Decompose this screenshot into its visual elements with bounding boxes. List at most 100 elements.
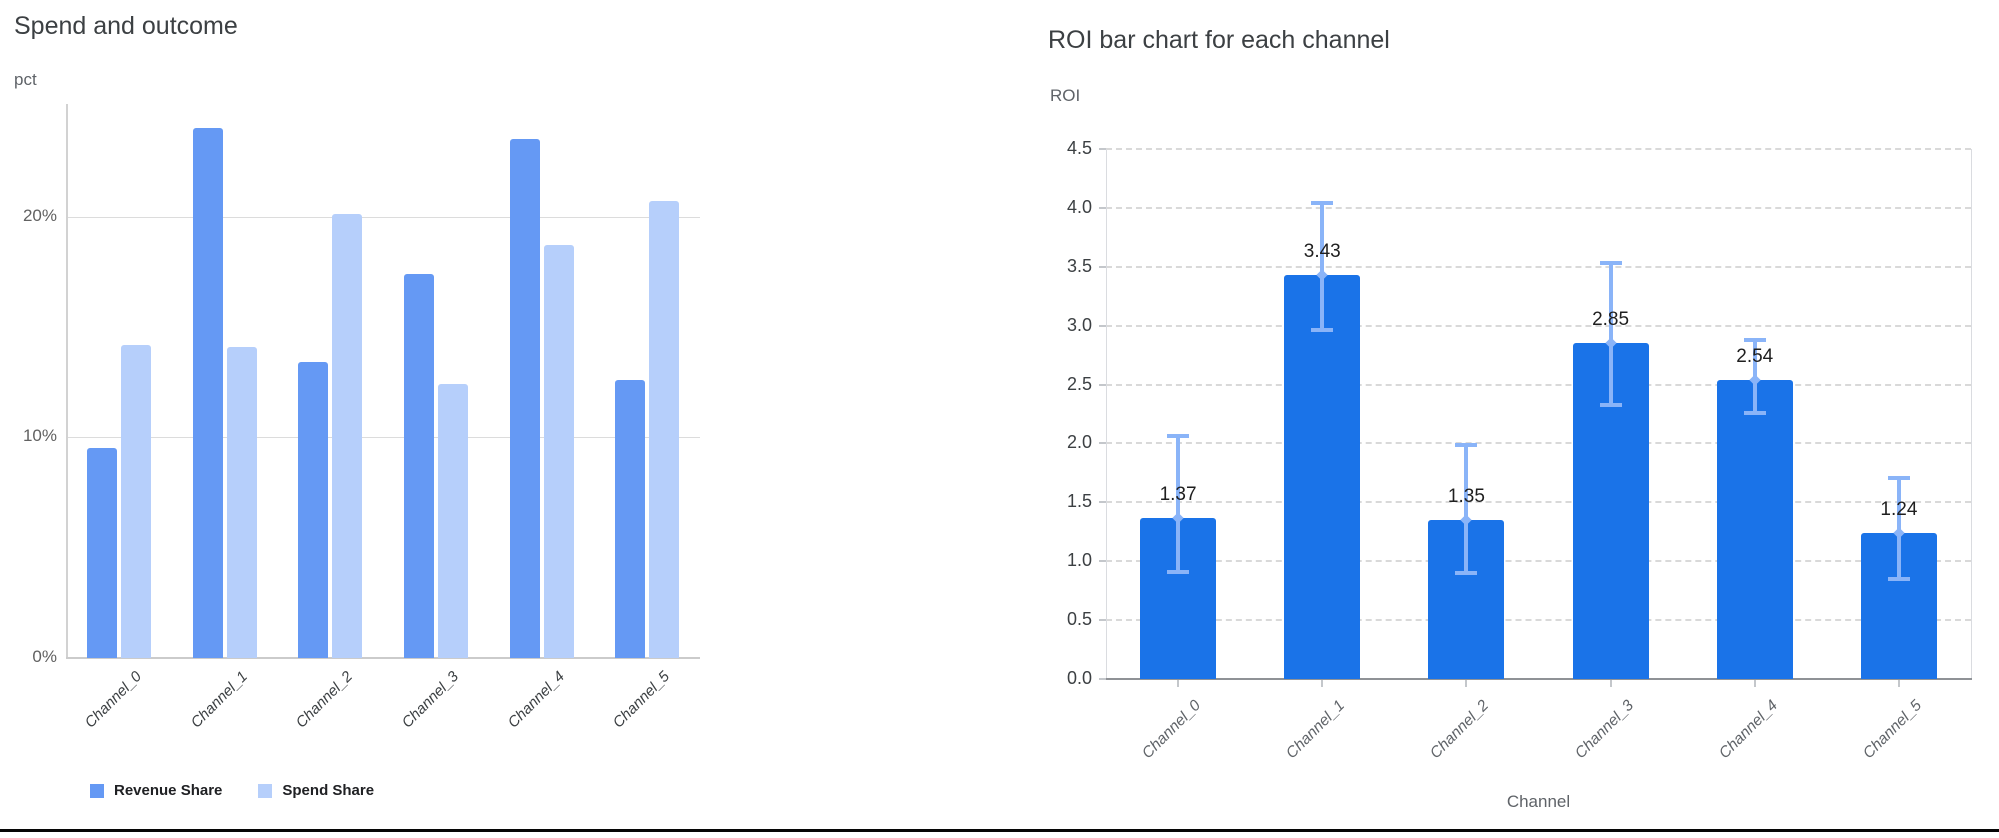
roi-bar[interactable] (1716, 379, 1793, 679)
error-whisker-cap-top (1887, 475, 1910, 480)
bar-value-label: 2.54 (1736, 345, 1774, 367)
error-whisker-line (1320, 203, 1325, 331)
axis-tick (1099, 383, 1106, 386)
axis-tick (1465, 680, 1468, 687)
legend: Revenue Share Spend Share (90, 782, 374, 799)
y-tick-label: 3.0 (1066, 314, 1092, 335)
axis-tick (1099, 324, 1106, 327)
bar-revenue-share[interactable] (298, 362, 329, 658)
y-tick-label: 3.5 (1066, 255, 1092, 276)
error-whisker-cap-top (1743, 337, 1766, 342)
error-whisker-cap-bottom (1887, 576, 1910, 581)
axis-tick (1099, 501, 1106, 504)
bar-value-label: 1.24 (1880, 498, 1918, 520)
y-axis-line (1106, 149, 1107, 679)
y-axis-line (66, 104, 68, 658)
axis-tick (1753, 680, 1756, 687)
grid-line (1106, 501, 1971, 504)
bar-spend-share[interactable] (120, 344, 151, 658)
error-whisker-cap-bottom (1167, 569, 1190, 574)
y-tick-label: 0% (32, 647, 57, 666)
x-axis-line (1106, 678, 1972, 680)
error-whisker-cap-top (1455, 442, 1478, 447)
x-tick-label: Channel_1 (1283, 697, 1349, 763)
axis-tick (1099, 148, 1106, 150)
x-tick-label: Channel_4 (1715, 697, 1781, 763)
y-tick-label: 4.5 (1066, 138, 1092, 158)
roi-bar[interactable] (1284, 275, 1361, 679)
x-tick-label: Channel_5 (1859, 697, 1925, 763)
x-tick-label: Channel_0 (1139, 697, 1205, 763)
y-tick-label: 1.0 (1066, 550, 1092, 571)
bar-value-label: 2.85 (1592, 309, 1630, 331)
axis-tick (1099, 442, 1106, 445)
chart-title: Spend and outcome (14, 12, 238, 40)
y-tick-label: 20% (22, 205, 57, 225)
x-axis-line (66, 657, 700, 659)
y-tick-label: 1.5 (1066, 491, 1092, 512)
axis-tick (1099, 619, 1106, 622)
grid-line (66, 437, 700, 439)
bar-spend-share[interactable] (543, 245, 574, 658)
x-tick-label: Channel_2 (1427, 697, 1493, 763)
legend-item-spend-share[interactable]: Spend Share (258, 782, 374, 799)
error-whisker-cap-top (1311, 201, 1334, 206)
bar-revenue-share[interactable] (86, 448, 117, 658)
chart-title: ROI bar chart for each channel (1048, 26, 1390, 54)
bar-revenue-share[interactable] (509, 139, 540, 658)
error-whisker-cap-top (1167, 434, 1190, 439)
legend-item-revenue-share[interactable]: Revenue Share (90, 782, 222, 799)
plot-right-border (1971, 149, 1972, 679)
grid-line (1106, 206, 1971, 209)
bar-revenue-share[interactable] (615, 379, 646, 658)
grid-line (1106, 442, 1971, 445)
grid-line (1106, 619, 1971, 622)
grid-line (1106, 265, 1971, 268)
y-tick-label: 2.5 (1066, 373, 1092, 394)
bar-spend-share[interactable] (332, 214, 363, 658)
bar-spend-share[interactable] (226, 346, 257, 658)
axis-tick (1099, 678, 1106, 680)
y-tick-label: 2.0 (1066, 432, 1092, 453)
error-whisker-line (1608, 263, 1613, 405)
error-whisker-cap-top (1599, 261, 1622, 266)
legend-label: Spend Share (282, 782, 375, 799)
grid-line (1106, 560, 1971, 563)
grid-line (1106, 148, 1971, 150)
axis-tick (1321, 680, 1324, 687)
grid-line (1106, 324, 1971, 327)
legend-swatch-spend (258, 783, 273, 798)
y-tick-label: 0.0 (1066, 668, 1092, 688)
grid-line (66, 216, 700, 218)
axis-tick (1099, 206, 1106, 209)
grid-line (1106, 383, 1971, 386)
legend-swatch-revenue (90, 783, 104, 798)
error-whisker-cap-bottom (1743, 410, 1766, 415)
axis-tick (1897, 680, 1900, 687)
bar-value-label: 1.35 (1447, 486, 1485, 507)
error-whisker-cap-bottom (1455, 571, 1478, 575)
bar-spend-share[interactable] (649, 201, 680, 658)
bar-value-label: 1.37 (1159, 483, 1197, 505)
error-whisker-cap-bottom (1599, 402, 1622, 407)
y-axis-unit-label: pct (14, 70, 37, 89)
y-tick-label: 0.5 (1066, 609, 1092, 630)
bar-revenue-share[interactable] (192, 128, 223, 658)
y-tick-label: 10% (22, 426, 57, 446)
bar-spend-share[interactable] (437, 384, 468, 658)
axis-tick (1099, 560, 1106, 563)
y-tick-label: 4.0 (1066, 196, 1092, 217)
error-whisker-line (1176, 436, 1181, 572)
axis-tick (1099, 265, 1106, 268)
bar-revenue-share[interactable] (403, 273, 434, 658)
axis-tick (1609, 680, 1612, 687)
x-tick-label: Channel_3 (1571, 697, 1637, 763)
y-axis-unit-label: ROI (1050, 86, 1081, 105)
legend-label: Revenue Share (114, 782, 223, 799)
bottom-rule (0, 829, 1999, 832)
